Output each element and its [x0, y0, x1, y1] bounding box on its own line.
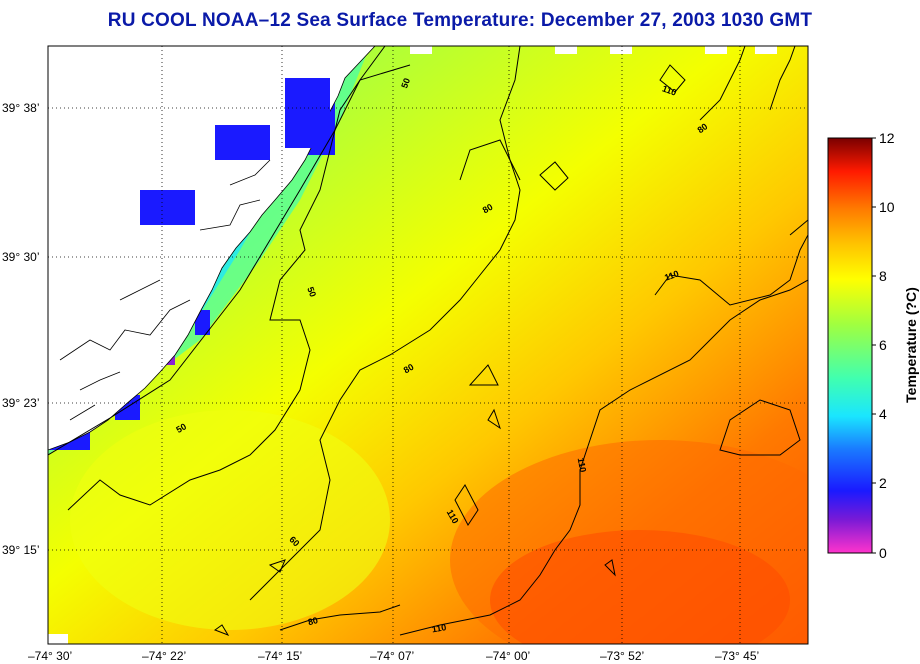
- contours: [48, 46, 808, 636]
- contour-label: 80: [402, 362, 416, 376]
- contour-label: 50: [305, 285, 318, 298]
- graticule: [48, 46, 808, 644]
- colorbar-tick: 10: [879, 199, 895, 215]
- colorbar-tick: 6: [879, 337, 887, 353]
- longitude-labels: –74° 30’ –74° 22’ –74° 15’ –74° 07’ –74°…: [28, 649, 759, 663]
- lon-label: –73° 45’: [715, 649, 759, 663]
- lat-label: 39° 30’: [2, 250, 40, 264]
- contour-label: 80: [695, 121, 709, 135]
- map-title: RU COOL NOAA–12 Sea Surface Temperature:…: [107, 10, 813, 31]
- colorbar-tick: 0: [879, 545, 887, 561]
- colorbar-tick: 12: [879, 130, 895, 146]
- lon-label: –74° 15’: [258, 649, 302, 663]
- contour-label: 110: [663, 268, 680, 282]
- colorbar-tick: 8: [879, 268, 887, 284]
- colorbar-tick: 4: [879, 406, 887, 422]
- contour-label: 80: [307, 615, 319, 627]
- lon-label: –74° 07’: [370, 649, 414, 663]
- lon-label: –74° 30’: [28, 649, 72, 663]
- contour-label: 110: [576, 457, 588, 473]
- lat-label: 39° 23’: [2, 396, 40, 410]
- lon-label: –74° 22’: [142, 649, 186, 663]
- colorbar-gradient: [827, 137, 873, 554]
- contour-label: 110: [661, 83, 678, 97]
- contour-label: 50: [174, 421, 188, 435]
- map-frame: [47, 45, 809, 645]
- colorbar-tick: 2: [879, 475, 887, 491]
- latitude-labels: 39° 38’ 39° 30’ 39° 23’ 39° 15’: [2, 101, 40, 557]
- lon-label: –74° 00’: [486, 649, 530, 663]
- lon-label: –73° 52’: [600, 649, 644, 663]
- colorbar: 0 2 4 6 8 10 12 Temperature (?C): [827, 130, 919, 561]
- colorbar-title: Temperature (?C): [903, 287, 919, 403]
- contour-label: 110: [431, 622, 447, 634]
- lat-label: 39° 38’: [2, 101, 40, 115]
- lat-label: 39° 15’: [2, 543, 40, 557]
- contour-label: 50: [399, 77, 412, 90]
- contour-label: 80: [481, 202, 495, 216]
- sst-field: 50 50 50 80 80 80 80 110 110 110 110 110…: [48, 46, 808, 644]
